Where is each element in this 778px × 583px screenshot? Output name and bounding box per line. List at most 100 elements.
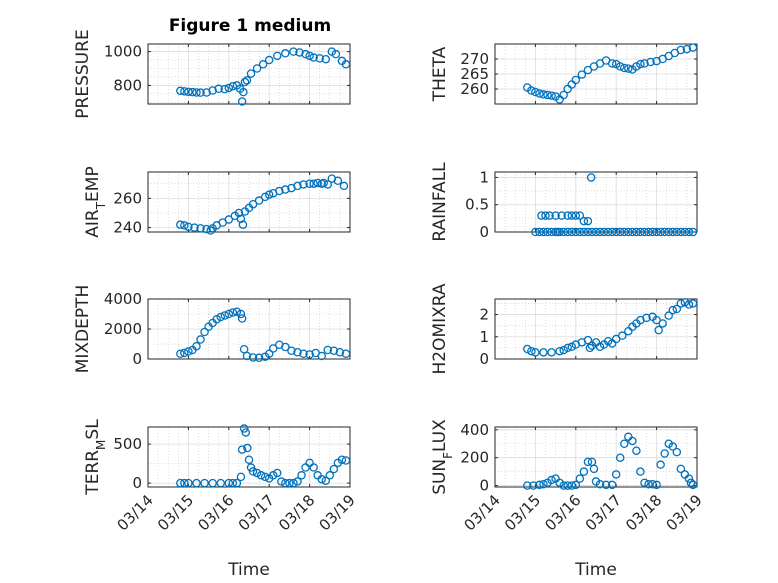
- data-point: [220, 84, 230, 94]
- data-point: [248, 199, 258, 209]
- y-tick-label: 240: [113, 219, 142, 237]
- data-point: [260, 192, 270, 202]
- data-point: [686, 478, 696, 488]
- data-point: [668, 227, 678, 237]
- data-point: [535, 480, 544, 490]
- data-point: [611, 227, 621, 237]
- data-point: [180, 221, 189, 230]
- data-point: [242, 76, 252, 85]
- y-axis-label: THETA: [430, 46, 450, 102]
- data-point: [624, 64, 633, 73]
- data-point: [196, 224, 205, 233]
- y-tick-label: 270: [460, 50, 489, 68]
- data-point: [184, 347, 193, 356]
- y-tick-label: 0: [479, 477, 489, 495]
- data-point: [264, 55, 274, 65]
- y-axis-label: SUNFLUX: [430, 419, 455, 495]
- data-point: [214, 84, 223, 94]
- data-point: [192, 341, 201, 351]
- data-point: [615, 453, 625, 462]
- y-tick-label: 200: [460, 449, 489, 467]
- data-point: [527, 86, 536, 95]
- data-point: [688, 299, 698, 308]
- data-point: [212, 314, 221, 324]
- data-point: [535, 89, 544, 98]
- data-point: [620, 63, 629, 73]
- data-point: [628, 436, 637, 446]
- data-point: [676, 299, 686, 308]
- data-point: [241, 428, 251, 437]
- data-point: [541, 211, 550, 220]
- data-point: [567, 211, 577, 220]
- data-point: [206, 226, 215, 235]
- data-point: [256, 471, 266, 480]
- data-point: [232, 478, 242, 488]
- data-point: [196, 88, 205, 97]
- data-point: [624, 227, 633, 237]
- data-point: [636, 59, 645, 69]
- data-point: [680, 298, 690, 307]
- data-point: [228, 82, 238, 91]
- y-tick-label: 2: [479, 306, 489, 324]
- subplot-4: 0 0.5 1 RAINFALL: [430, 162, 698, 242]
- data-point: [660, 449, 669, 458]
- y-axis-label: H2OMIXRA: [430, 283, 450, 374]
- data-point: [273, 468, 282, 478]
- y-tick-label: 0: [132, 350, 142, 368]
- data-point: [672, 304, 682, 314]
- data-point: [200, 327, 209, 337]
- data-point: [333, 176, 343, 186]
- data-point: [293, 181, 302, 191]
- figure-title: Figure 1 medium: [169, 16, 331, 36]
- data-point: [607, 480, 617, 490]
- data-point: [620, 439, 629, 448]
- data-point: [216, 478, 225, 488]
- data-point: [636, 467, 645, 476]
- data-point: [688, 227, 698, 237]
- y-tick-label: 1: [479, 328, 489, 346]
- data-point: [644, 227, 653, 237]
- data-point: [684, 300, 694, 309]
- data-point: [293, 347, 302, 357]
- y-axis-label-subscript: M: [94, 440, 108, 450]
- data-point: [224, 215, 234, 224]
- data-point: [341, 60, 351, 69]
- data-point: [539, 348, 548, 357]
- axes-box: [147, 171, 351, 233]
- x-axis-label: Time: [227, 560, 270, 580]
- data-point: [575, 211, 585, 220]
- data-point: [589, 464, 599, 474]
- data-point: [545, 211, 554, 220]
- data-point: [224, 309, 234, 319]
- data-point: [196, 335, 205, 344]
- data-point: [275, 186, 284, 196]
- data-point: [208, 478, 217, 488]
- data-point: [281, 49, 290, 58]
- data-point: [180, 87, 189, 96]
- y-axis-label-part: AIR: [83, 209, 103, 238]
- data-point: [305, 350, 314, 359]
- data-point: [559, 227, 568, 237]
- data-point: [527, 346, 536, 356]
- data-point: [239, 424, 249, 433]
- subplot-6: 0 1 2 H2OMIXRA: [430, 283, 698, 375]
- y-axis-label: TERRMSL: [83, 419, 108, 496]
- data-point: [234, 208, 244, 218]
- data-point: [688, 480, 698, 490]
- data-point: [281, 342, 290, 352]
- data-point: [236, 472, 246, 482]
- y-axis-label-part: SUN: [430, 459, 450, 495]
- data-point: [335, 347, 345, 357]
- data-point: [672, 227, 682, 237]
- data-point: [537, 211, 546, 220]
- data-point: [264, 349, 274, 358]
- data-point: [583, 335, 593, 345]
- data-point: [176, 220, 185, 229]
- subplot-3: 240 260 AIRTEMP: [83, 166, 351, 238]
- data-point: [192, 478, 201, 488]
- data-point: [664, 311, 673, 320]
- data-point: [668, 442, 678, 451]
- data-point: [224, 478, 234, 488]
- data-point: [289, 47, 298, 56]
